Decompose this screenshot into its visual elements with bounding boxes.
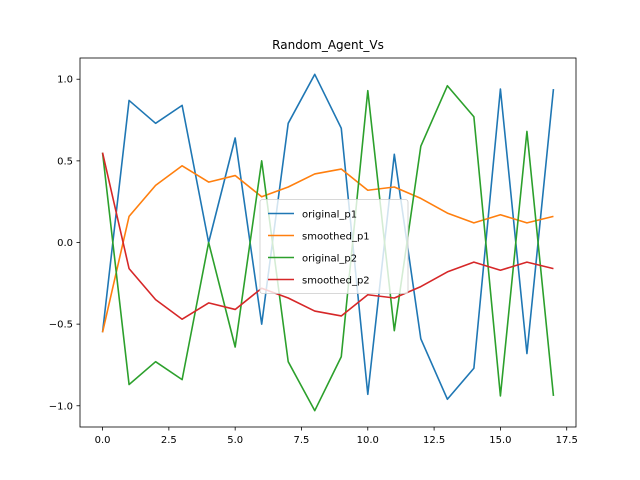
y-tick-label: −0.5 <box>49 320 73 331</box>
axes: 0.0 2.5 5.0 7.5 10.0 12.5 15.0 17.5 −1.0 −0.5 0.0 0… <box>49 57 578 446</box>
x-tick-label: 0.0 <box>95 435 111 446</box>
series-line-original-p1 <box>101 73 555 401</box>
x-tick-label: 17.5 <box>556 435 578 446</box>
legend: original_p1 smoothed_p1 original_p2smoothe… <box>259 199 409 294</box>
legend-label-original-p1: original_p1 <box>302 210 357 221</box>
legend-box <box>259 199 409 294</box>
legend-label-original-p2: original_p2 <box>302 254 357 265</box>
series-line-original-p2 <box>101 84 555 412</box>
y-tick-label: 0.5 <box>57 156 73 167</box>
y-tick-label: 1.0 <box>57 75 73 86</box>
x-tick-label: 12.5 <box>423 435 445 446</box>
series-lines <box>101 73 555 412</box>
legend-label-smoothed-p2: smoothed_p2 <box>302 276 370 287</box>
chart-title: Random_Agent_Vs <box>272 38 384 52</box>
y-tick-label: −1.0 <box>49 401 73 412</box>
x-tick-label: 2.5 <box>161 435 177 446</box>
series-line-smoothed-p2 <box>101 152 554 321</box>
x-tick-label: 15.0 <box>489 435 511 446</box>
legend-label-smoothed-p1: smoothed_p1 <box>302 232 370 243</box>
y-tick-label: 0.0 <box>57 238 73 249</box>
x-tick-label: 5.0 <box>227 435 243 446</box>
series-line-smoothed-p1 <box>101 164 554 333</box>
x-tick-label: 10.0 <box>357 435 379 446</box>
x-tick-label: 7.5 <box>294 435 310 446</box>
